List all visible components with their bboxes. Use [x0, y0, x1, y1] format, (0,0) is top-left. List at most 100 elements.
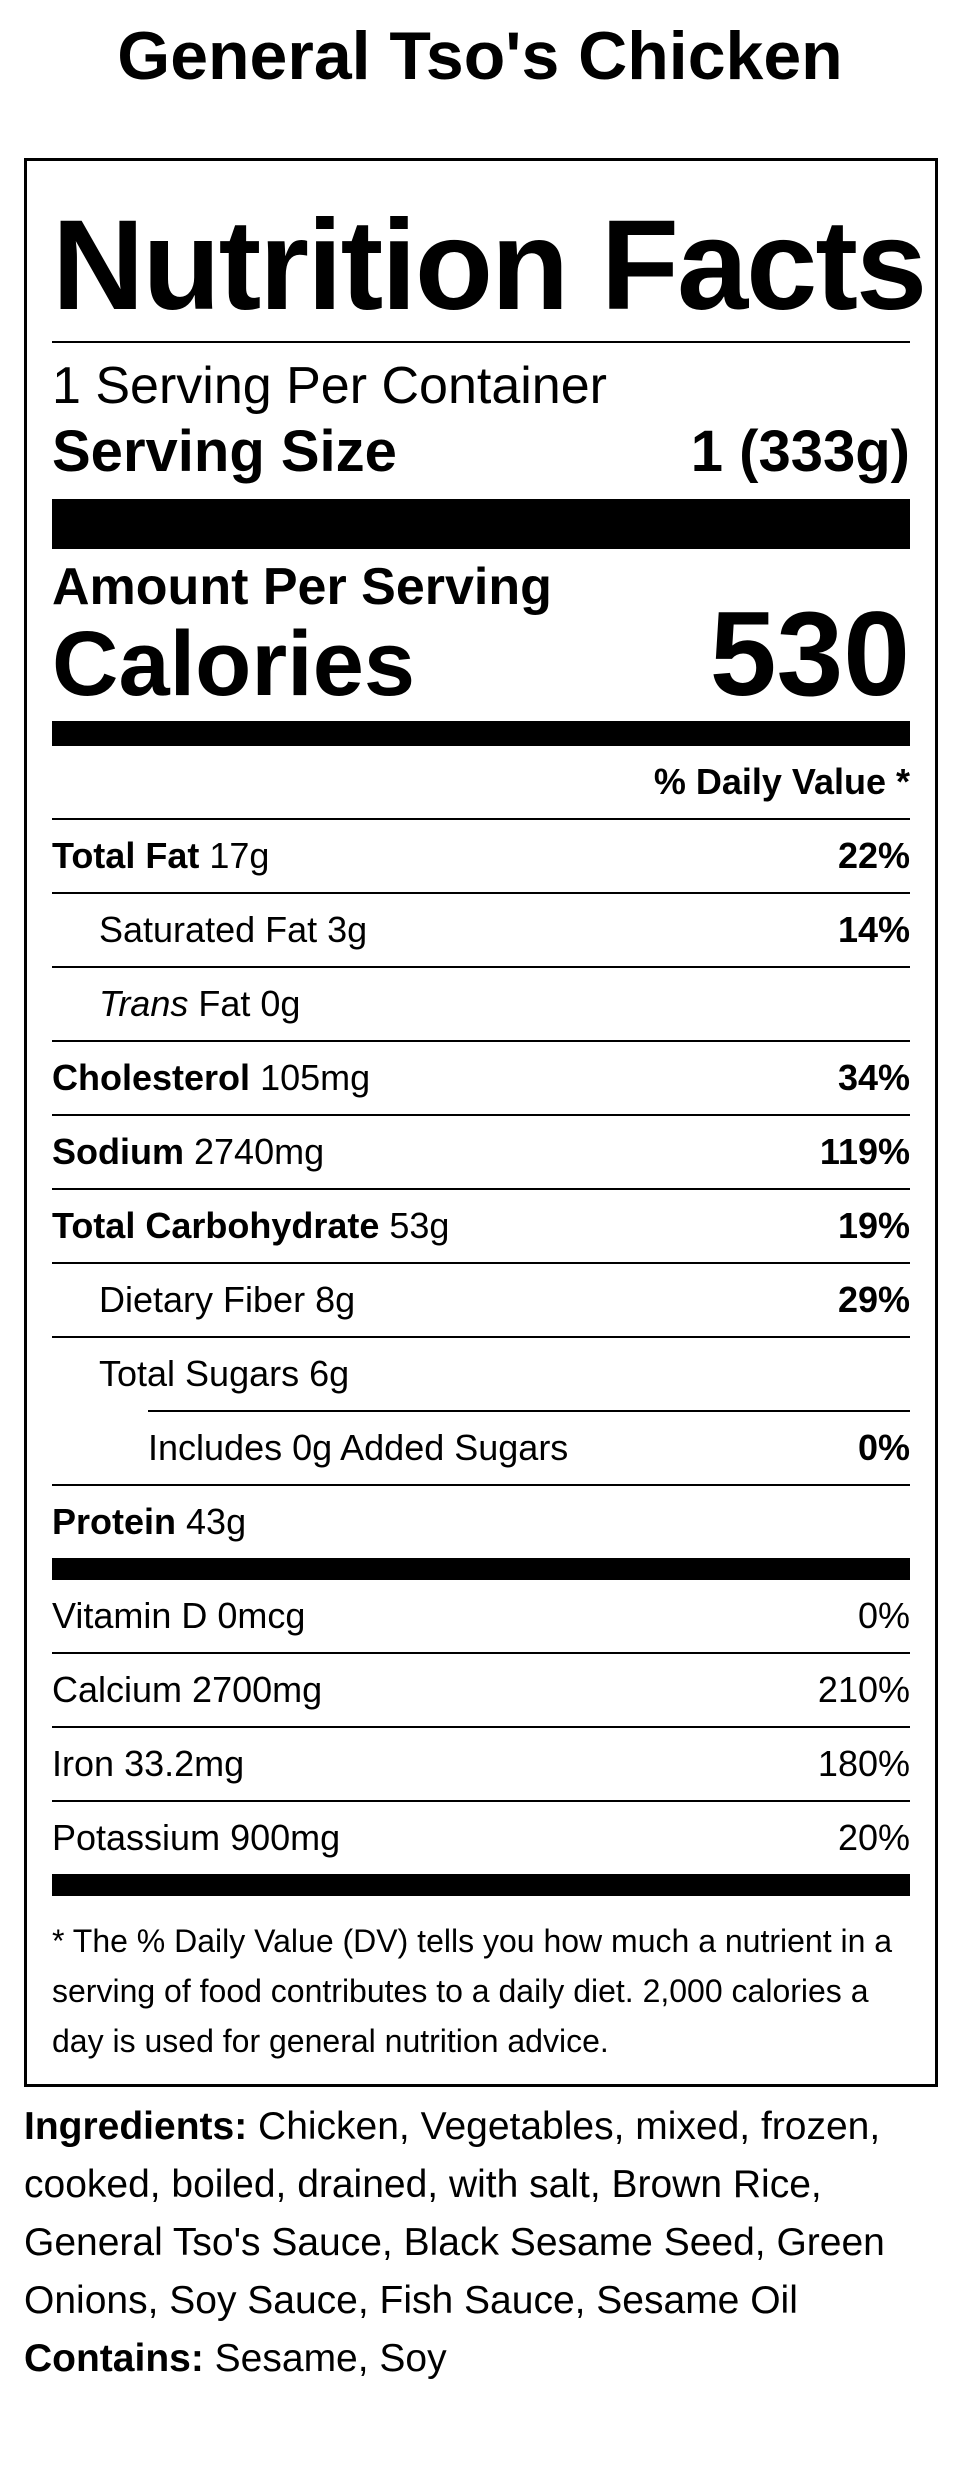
- vitamin-label: Potassium 900mg: [52, 1817, 340, 1859]
- calories-block: Amount Per Serving Calories 530: [52, 559, 910, 721]
- divider: [52, 1114, 910, 1116]
- nutrient-row-added-sugars: Includes 0g Added Sugars 0%: [52, 1412, 910, 1484]
- vitamin-amount: 33.2mg: [124, 1743, 245, 1784]
- nutrient-row-total-sugars: Total Sugars 6g: [52, 1338, 910, 1410]
- vitamin-daily-value: 20%: [837, 1817, 910, 1858]
- nutrient-row-cholesterol: Cholesterol 105mg 34%: [52, 1042, 910, 1114]
- nutrient-row-protein: Protein 43g: [52, 1486, 910, 1558]
- contains-label: Contains:: [24, 2337, 204, 2380]
- nutrient-daily-value: 119%: [819, 1131, 910, 1172]
- amount-per-serving: Amount Per Serving: [52, 558, 552, 616]
- thick-divider: [52, 499, 910, 549]
- serving-size-label: Serving Size: [52, 419, 397, 484]
- vitamin-daily-value: 180%: [817, 1743, 910, 1784]
- divider: [52, 1188, 910, 1190]
- divider: [52, 341, 910, 343]
- heavy-divider: [52, 1874, 910, 1896]
- vitamin-amount: 0mcg: [217, 1595, 306, 1636]
- divider: [52, 1484, 910, 1486]
- nutrient-amount: 43g: [186, 1501, 247, 1542]
- vitamin-label: Iron 33.2mg: [52, 1743, 244, 1785]
- divider: [52, 1336, 910, 1338]
- divider: [52, 1726, 910, 1728]
- nutrient-name: Protein: [52, 1501, 177, 1542]
- nutrient-row-total-fat: Total Fat 17g 22%: [52, 820, 910, 892]
- nutrient-amount: 3g: [327, 909, 368, 950]
- vitamin-daily-value: 210%: [817, 1669, 910, 1710]
- serving-size-row: Serving Size 1 (333g): [52, 417, 910, 487]
- vitamin-row-potassium: Potassium 900mg 20%: [52, 1802, 910, 1874]
- ingredients-section: Ingredients: Chicken, Vegetables, mixed,…: [24, 2098, 938, 2388]
- vitamin-row-calcium: Calcium 2700mg 210%: [52, 1654, 910, 1726]
- nutrient-amount: 17g: [209, 835, 270, 876]
- nutrient-label: Total Carbohydrate 53g: [52, 1205, 449, 1247]
- calories-labels: Amount Per Serving Calories: [52, 559, 552, 713]
- nutrient-name: Fat: [198, 983, 251, 1024]
- nutrient-daily-value: 34%: [837, 1057, 910, 1098]
- vitamin-row-iron: Iron 33.2mg 180%: [52, 1728, 910, 1800]
- nutrient-label: Total Fat 17g: [52, 835, 269, 877]
- ingredients-label: Ingredients:: [24, 2105, 248, 2148]
- nutrient-row-total-carbohydrate: Total Carbohydrate 53g 19%: [52, 1190, 910, 1262]
- servings-per-container: 1 Serving Per Container: [52, 357, 607, 415]
- divider: [52, 966, 910, 968]
- vitamin-name: Iron: [52, 1743, 115, 1784]
- calories-value: 530: [709, 587, 910, 721]
- nutrient-label: Trans Fat 0g: [99, 983, 300, 1025]
- vitamin-name: Potassium: [52, 1817, 221, 1858]
- vitamin-amount: 900mg: [230, 1817, 341, 1858]
- nutrient-amount: 8g: [315, 1279, 356, 1320]
- nutrient-label: Total Sugars 6g: [99, 1353, 349, 1395]
- nutrient-daily-value: 0%: [857, 1427, 910, 1468]
- nutrient-name: Cholesterol: [52, 1057, 251, 1098]
- nutrient-row-dietary-fiber: Dietary Fiber 8g 29%: [52, 1264, 910, 1336]
- vitamin-name: Vitamin D: [52, 1595, 208, 1636]
- nutrient-amount: 105mg: [260, 1057, 371, 1098]
- nutrient-amount: 0g: [260, 983, 301, 1024]
- nutrient-label: Saturated Fat 3g: [99, 909, 367, 951]
- nutrient-daily-value: 19%: [837, 1205, 910, 1246]
- serving-size-value: 1 (333g): [690, 419, 910, 484]
- nutrient-amount: 2740mg: [194, 1131, 325, 1172]
- nutrient-daily-value: 22%: [837, 835, 910, 876]
- nutrient-label: Cholesterol 105mg: [52, 1057, 370, 1099]
- vitamin-amount: 2700mg: [192, 1669, 323, 1710]
- divider: [52, 1652, 910, 1654]
- nutrient-label: Protein 43g: [52, 1501, 246, 1543]
- vitamin-label: Vitamin D 0mcg: [52, 1595, 305, 1637]
- ingredients-statement: Ingredients: Chicken, Vegetables, mixed,…: [24, 2098, 938, 2330]
- nutrition-facts-heading: Nutrition Facts: [52, 194, 927, 337]
- vitamin-label: Calcium 2700mg: [52, 1669, 322, 1711]
- nutrient-row-sodium: Sodium 2740mg 119%: [52, 1116, 910, 1188]
- nutrient-label: Sodium 2740mg: [52, 1131, 324, 1173]
- nutrient-name: Saturated Fat: [99, 909, 318, 950]
- heavy-divider: [52, 1558, 910, 1580]
- divider: [52, 892, 910, 894]
- daily-value-footnote: * The % Daily Value (DV) tells you how m…: [52, 1923, 893, 2059]
- contains-text: Sesame, Soy: [214, 2337, 447, 2380]
- vitamin-name: Calcium: [52, 1669, 183, 1710]
- allergen-statement: Contains: Sesame, Soy: [24, 2330, 938, 2388]
- ingredients-text: Chicken, Vegetables, mixed, frozen, cook…: [24, 2105, 885, 2322]
- nutrient-amount: 53g: [389, 1205, 450, 1246]
- nutrient-daily-value: 29%: [837, 1279, 910, 1320]
- nutrient-row-saturated-fat: Saturated Fat 3g 14%: [52, 894, 910, 966]
- daily-value-header: % Daily Value *: [653, 761, 910, 802]
- nutrient-name: Total Carbohydrate: [52, 1205, 380, 1246]
- divider: [52, 1262, 910, 1264]
- nutrient-row-trans-fat: Trans Fat 0g: [52, 968, 910, 1040]
- product-title: General Tso's Chicken: [117, 18, 843, 94]
- nutrient-label: Includes 0g Added Sugars: [148, 1427, 569, 1468]
- divider: [52, 1040, 910, 1042]
- indented-divider: [148, 1410, 910, 1412]
- nutrient-label: Dietary Fiber 8g: [99, 1279, 355, 1321]
- divider: [52, 818, 910, 820]
- nutrient-amount: 6g: [309, 1353, 350, 1394]
- heavy-divider: [52, 721, 910, 746]
- nutrient-name: Sodium: [52, 1131, 184, 1172]
- nutrient-name: Total Fat: [52, 835, 200, 876]
- nutrient-name: Total Sugars: [99, 1353, 300, 1394]
- calories-label: Calories: [52, 613, 416, 715]
- nutrient-name: Dietary Fiber: [99, 1279, 306, 1320]
